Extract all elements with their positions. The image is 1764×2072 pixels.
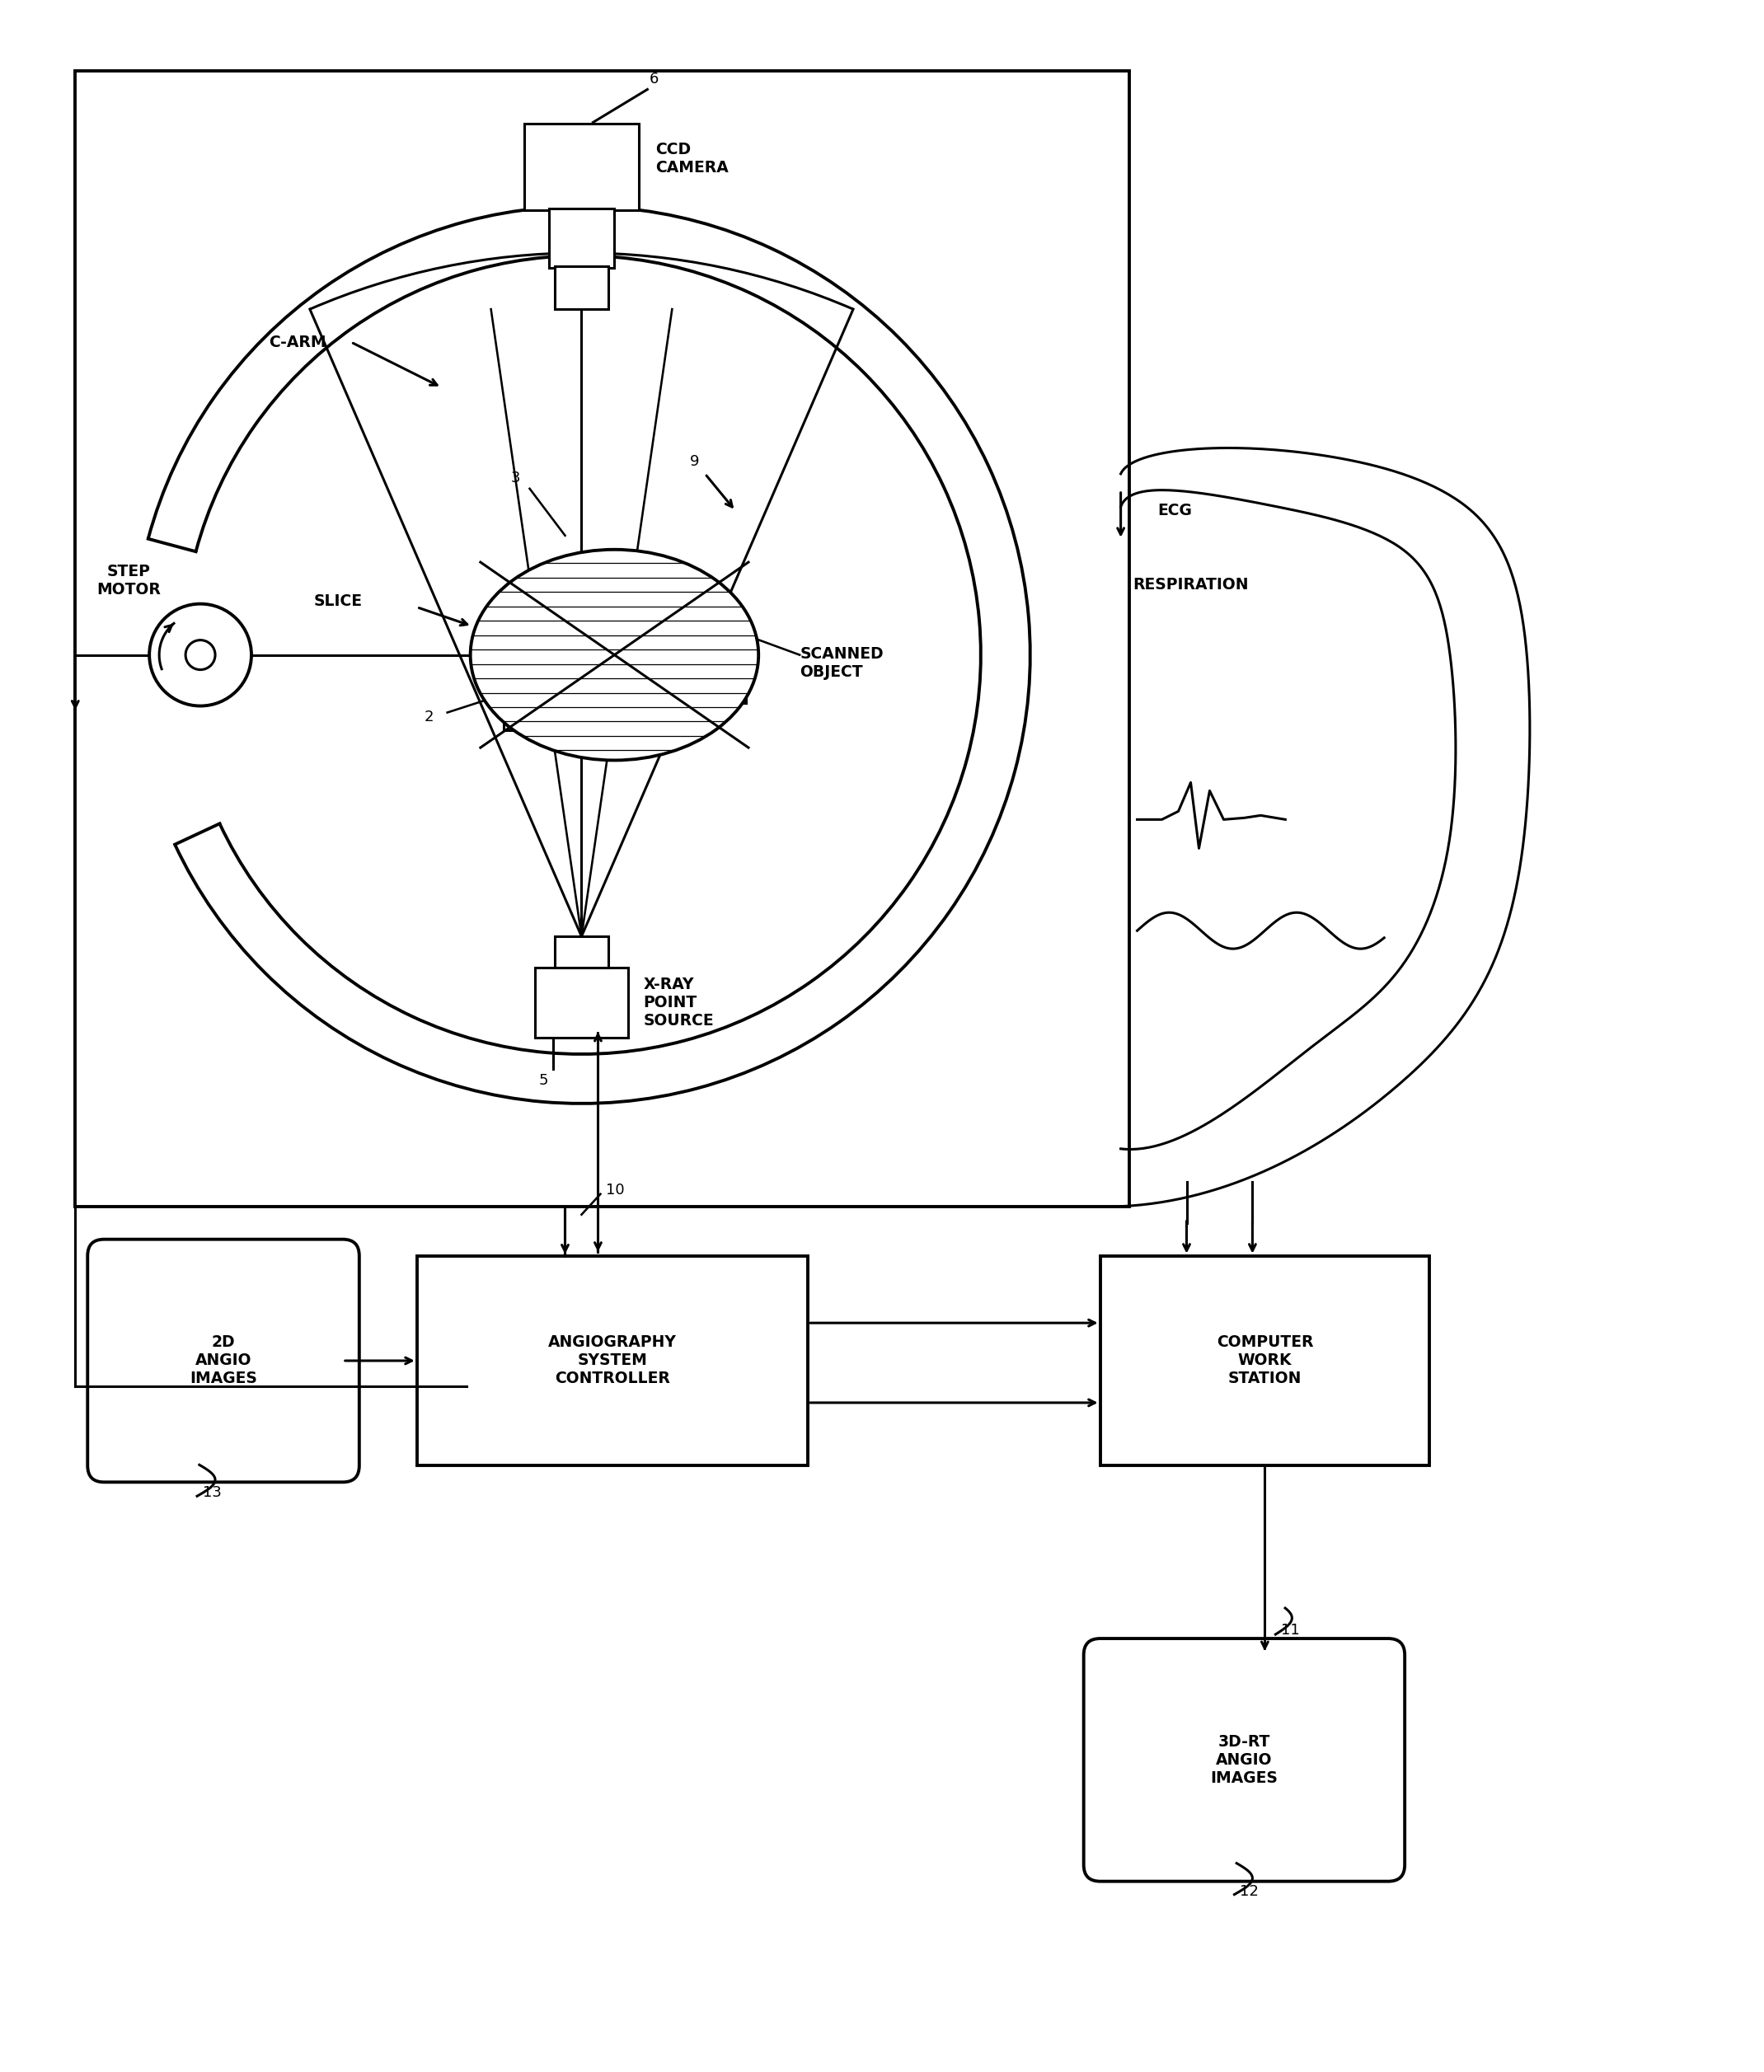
Text: 13: 13 [203, 1486, 222, 1500]
FancyBboxPatch shape [88, 1239, 360, 1481]
Text: C-ARM: C-ARM [268, 334, 326, 350]
Bar [524, 124, 639, 211]
Text: SCANNED
OBJECT: SCANNED OBJECT [799, 646, 884, 680]
Bar [534, 968, 628, 1038]
Bar [549, 209, 614, 267]
Text: 2D
ANGIO
IMAGES: 2D ANGIO IMAGES [191, 1334, 258, 1386]
Text: 6: 6 [649, 70, 658, 87]
Text: COMPUTER
WORK
STATION: COMPUTER WORK STATION [1217, 1334, 1312, 1386]
Text: STEP
MOTOR: STEP MOTOR [97, 564, 161, 597]
Text: RESPIRATION: RESPIRATION [1132, 578, 1249, 593]
Text: ECG: ECG [1157, 503, 1192, 518]
FancyBboxPatch shape [1083, 1639, 1404, 1881]
Text: 10: 10 [607, 1183, 624, 1198]
Bar [416, 1256, 808, 1465]
Bar [554, 267, 609, 309]
Text: 12: 12 [1240, 1883, 1259, 1898]
Bar [1101, 1256, 1429, 1465]
Text: 3: 3 [512, 470, 520, 485]
Text: X-RAY
POINT
SOURCE: X-RAY POINT SOURCE [644, 976, 714, 1028]
Text: 9: 9 [690, 454, 699, 468]
Text: ANGIOGRAPHY
SYSTEM
CONTROLLER: ANGIOGRAPHY SYSTEM CONTROLLER [549, 1334, 677, 1386]
Bar [76, 70, 1129, 1206]
Text: 2: 2 [425, 709, 434, 723]
Text: 8: 8 [711, 671, 720, 686]
Bar [554, 937, 609, 968]
Bar [503, 680, 746, 702]
Text: SLICE: SLICE [314, 593, 363, 609]
Text: 5: 5 [538, 1073, 549, 1088]
Text: 3D-RT
ANGIO
IMAGES: 3D-RT ANGIO IMAGES [1210, 1734, 1277, 1786]
Ellipse shape [471, 549, 759, 760]
Text: 11: 11 [1281, 1622, 1300, 1637]
Text: CCD
CAMERA: CCD CAMERA [656, 143, 729, 176]
